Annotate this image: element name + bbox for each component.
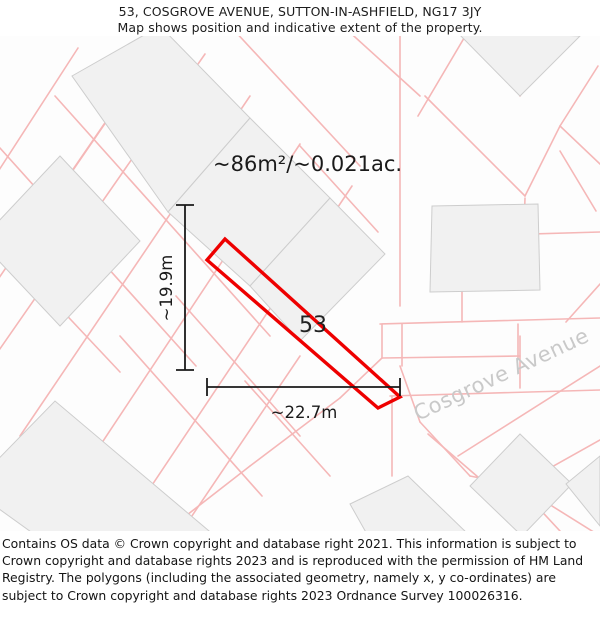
building-polygon — [429, 203, 541, 293]
property-boundary-polygon[interactable] — [204, 236, 403, 411]
height-dimension-label: ~19.9m — [157, 255, 176, 322]
page-title: 53, COSGROVE AVENUE, SUTTON-IN-ASHFIELD,… — [118, 4, 482, 19]
building-polygon — [249, 197, 386, 342]
copyright-text: Contains OS data © Crown copyright and d… — [2, 536, 584, 603]
building-polygon — [349, 475, 466, 531]
width-dimension — [206, 378, 401, 396]
map-canvas[interactable]: Cosgrove Avenue ~86m²/~0.021ac. 53 ~19.9… — [0, 36, 600, 531]
building-polygon — [0, 400, 210, 531]
plot-number-label: 53 — [299, 313, 327, 338]
building-polygon — [565, 455, 600, 527]
building-polygon — [0, 155, 141, 327]
height-dimension — [176, 204, 194, 371]
map-footer: Contains OS data © Crown copyright and d… — [0, 531, 600, 625]
building-polygons — [0, 36, 600, 531]
building-polygon — [460, 36, 581, 97]
page-subtitle: Map shows position and indicative extent… — [117, 20, 483, 35]
width-dimension-label: ~22.7m — [271, 403, 338, 422]
map-header: 53, COSGROVE AVENUE, SUTTON-IN-ASHFIELD,… — [0, 0, 600, 36]
area-label: ~86m²/~0.021ac. — [213, 152, 402, 176]
